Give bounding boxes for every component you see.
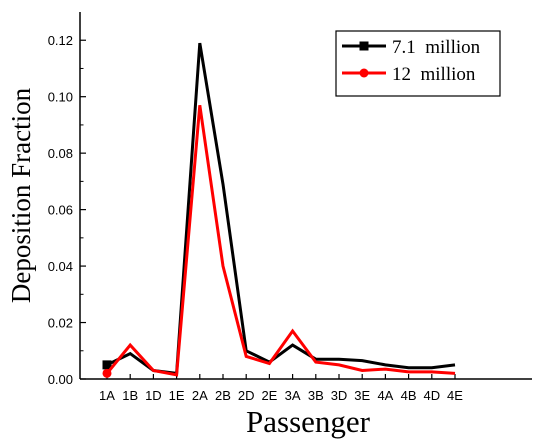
y-tick-label: 0.12 — [48, 33, 73, 48]
legend-marker-1 — [359, 68, 369, 78]
y-axis-title: Deposition Fraction — [6, 87, 36, 303]
series-marker-0 — [102, 360, 112, 370]
x-tick-label: 2A — [192, 388, 208, 403]
x-tick-label: 1D — [145, 388, 162, 403]
y-tick-label: 0.10 — [48, 90, 73, 105]
y-tick-label: 0.02 — [48, 316, 73, 331]
legend-label-0: 7.1 million — [392, 37, 481, 58]
x-tick-label: 1B — [122, 388, 138, 403]
x-tick-label: 4B — [401, 388, 417, 403]
y-tick-label: 0.04 — [48, 259, 73, 274]
x-tick-label: 3E — [354, 388, 370, 403]
x-tick-label: 2D — [238, 388, 255, 403]
x-tick-label: 4E — [447, 388, 463, 403]
legend: 7.1 million 12 million — [335, 30, 501, 97]
series-line-1 — [105, 104, 456, 377]
legend-marker-0 — [359, 41, 369, 51]
x-tick-label: 1E — [169, 388, 185, 403]
series-marker-1 — [102, 368, 112, 378]
y-tick-label: 0.06 — [48, 203, 73, 218]
x-tick-label: 3D — [331, 388, 348, 403]
y-tick-label: 0.00 — [48, 372, 73, 387]
x-axis-title: Passenger — [246, 404, 371, 439]
plot-area: 0.00 0.02 0.04 0.06 0.08 0.10 0.12 1A 1B 1D 1E 2A 2B… — [48, 12, 532, 403]
y-tick-label: 0.08 — [48, 146, 73, 161]
legend-label-1: 12 million — [392, 64, 476, 85]
x-tick-label: 2B — [215, 388, 231, 403]
x-tick-label: 3B — [308, 388, 324, 403]
x-tick-label: 4D — [423, 388, 440, 403]
x-tick-label: 4A — [377, 388, 393, 403]
x-tick-label: 2E — [261, 388, 277, 403]
x-tick-label: 3A — [285, 388, 301, 403]
x-tick-label: 1A — [99, 388, 115, 403]
